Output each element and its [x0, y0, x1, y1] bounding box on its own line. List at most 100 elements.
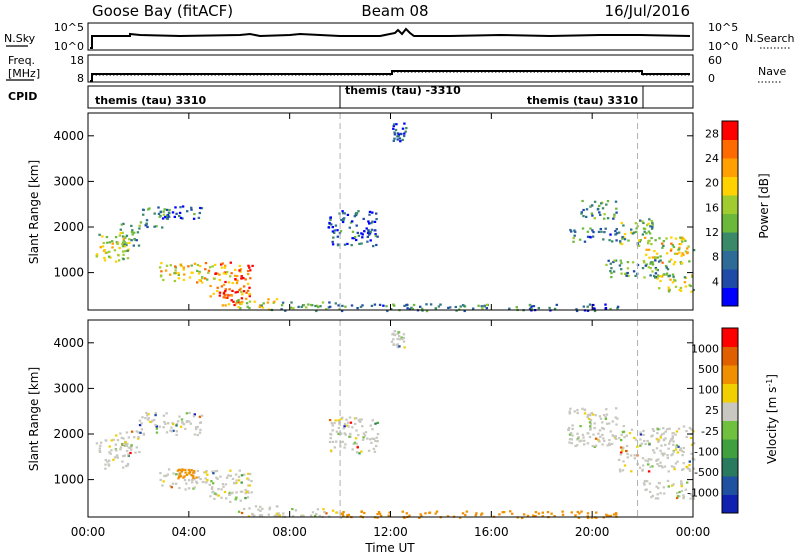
range-cell — [119, 232, 122, 235]
range-cell — [310, 303, 313, 307]
range-cell — [214, 272, 218, 275]
range-cell — [108, 250, 111, 253]
range-cell — [618, 231, 621, 234]
colorbar-segment — [722, 139, 738, 159]
range-cell — [325, 308, 328, 311]
range-cell — [103, 259, 107, 262]
range-cell — [123, 245, 127, 248]
range-cell — [325, 512, 328, 515]
range-cell — [657, 487, 660, 490]
range-cell — [537, 307, 540, 310]
range-cell — [230, 299, 233, 302]
range-cell — [171, 421, 174, 425]
range-cell — [277, 514, 280, 517]
range-cell — [650, 243, 653, 246]
range-cell — [594, 444, 598, 447]
range-cell — [138, 227, 141, 230]
range-cell — [692, 467, 696, 470]
range-cell — [653, 451, 656, 454]
range-cell — [221, 483, 225, 486]
range-cell — [360, 510, 363, 513]
range-cell — [685, 430, 688, 433]
range-cell — [247, 484, 250, 487]
range-cell — [245, 291, 248, 294]
range-cell — [373, 450, 377, 453]
range-cell — [612, 513, 616, 516]
range-cell — [429, 303, 433, 306]
range-cell — [341, 440, 345, 443]
range-cell — [339, 230, 343, 233]
range-cell — [641, 220, 644, 223]
range-cell — [573, 229, 576, 232]
range-cell — [682, 446, 686, 450]
range-cell — [591, 229, 594, 232]
range-cell — [113, 456, 117, 459]
range-cell — [188, 470, 192, 474]
range-cell — [368, 213, 371, 216]
cpid-segment-3: themis (tau) 3310 — [527, 94, 639, 107]
range-cell — [216, 272, 219, 275]
range-cell — [103, 256, 106, 259]
range-cell — [187, 469, 191, 472]
colorbar-segment — [722, 439, 738, 458]
range-cell — [328, 221, 331, 225]
range-cell — [360, 232, 363, 235]
range-cell — [154, 414, 157, 417]
range-cell — [218, 273, 221, 276]
range-cell — [648, 256, 651, 259]
range-cell — [187, 487, 191, 490]
x-tick-label: 12:00 — [373, 525, 408, 539]
range-cell — [398, 335, 401, 338]
range-cell — [612, 270, 616, 273]
range-cell — [126, 442, 129, 446]
range-cell — [95, 442, 99, 445]
range-cell — [399, 140, 402, 143]
range-cell — [248, 306, 251, 310]
range-cell — [662, 438, 666, 441]
range-cell — [621, 237, 624, 240]
range-cell — [658, 287, 661, 290]
range-cell — [608, 422, 611, 425]
range-cell — [178, 214, 181, 218]
range-cell — [146, 418, 150, 421]
range-cell — [586, 414, 590, 417]
range-cell — [240, 277, 243, 280]
range-cell — [622, 425, 625, 428]
range-cell — [334, 224, 338, 227]
range-cell — [534, 515, 537, 518]
range-cell — [268, 506, 272, 509]
range-cell — [170, 426, 173, 429]
range-cell — [300, 514, 303, 517]
range-cell — [239, 270, 242, 273]
range-cell — [568, 412, 571, 415]
range-cell — [337, 426, 341, 430]
range-cell — [267, 298, 270, 301]
range-cell — [130, 224, 133, 227]
range-cell — [643, 261, 646, 264]
range-cell — [597, 432, 600, 435]
range-cell — [550, 512, 553, 515]
range-cell — [110, 449, 113, 452]
range-cell — [688, 464, 691, 467]
range-cell — [346, 213, 350, 216]
range-cell — [333, 422, 336, 425]
range-cell — [606, 200, 610, 203]
range-cell — [302, 304, 305, 307]
range-cell — [375, 243, 378, 247]
range-cell — [614, 435, 617, 438]
range-cell — [242, 285, 246, 288]
range-cell — [672, 466, 676, 469]
range-cell — [677, 427, 681, 430]
range-cell — [243, 507, 246, 511]
range-cell — [580, 510, 583, 513]
range-cell — [207, 269, 211, 272]
range-cell — [630, 231, 633, 234]
range-cell — [351, 448, 354, 451]
range-cell — [529, 304, 532, 307]
range-cell — [235, 282, 239, 285]
range-cell — [623, 238, 627, 241]
range-cell — [247, 478, 250, 481]
range-cell — [108, 451, 111, 454]
range-cell — [656, 277, 659, 280]
range-cell — [137, 437, 140, 440]
